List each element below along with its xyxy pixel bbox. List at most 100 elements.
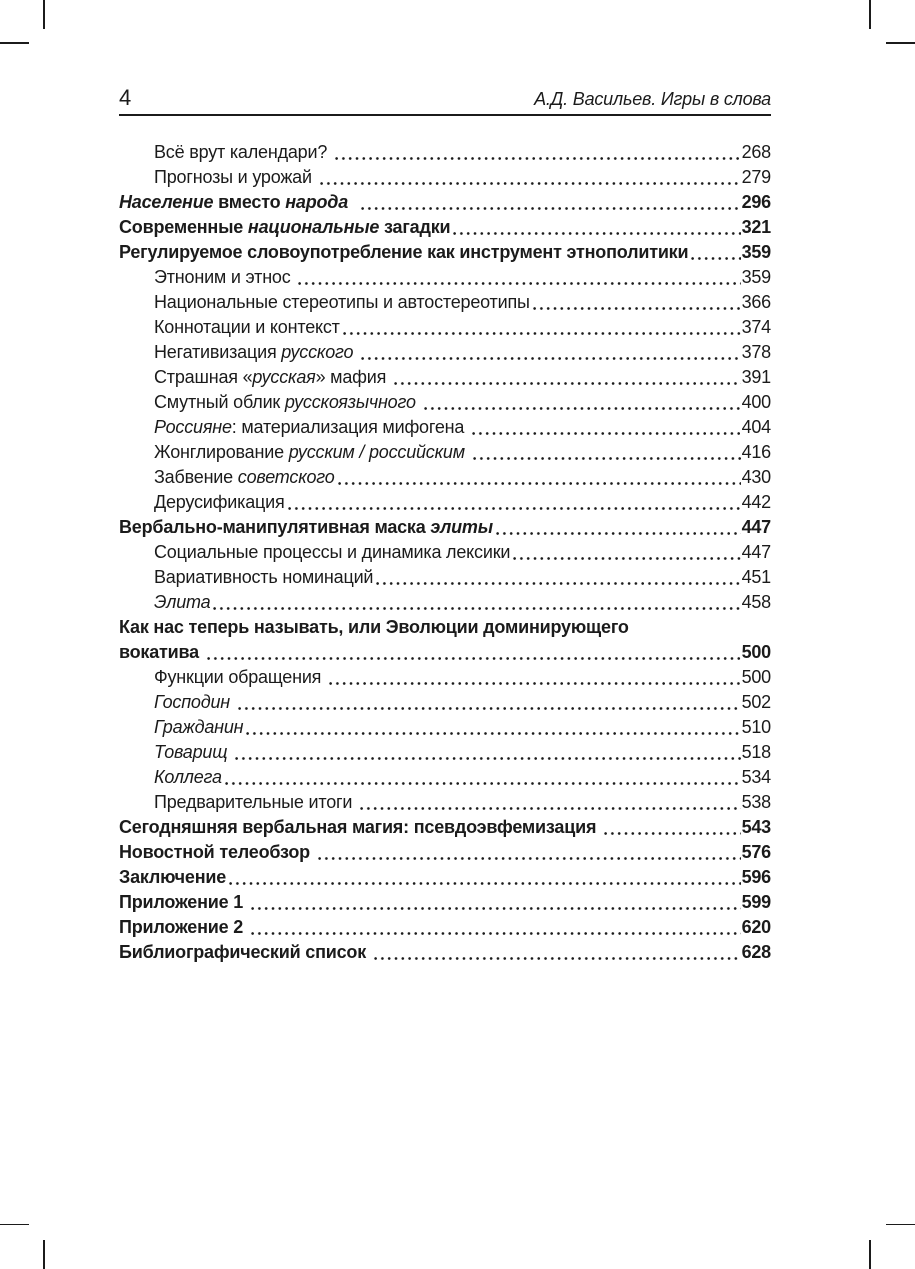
- toc-entry-page: 576: [741, 842, 772, 862]
- toc-entry-page: 599: [741, 892, 772, 912]
- toc-entry-title: вокатива: [119, 640, 204, 665]
- toc-entry: Как нас теперь называть, или Эволюции до…: [119, 615, 771, 640]
- toc-entry: Жонглирование русским / российским 416: [119, 440, 771, 465]
- toc-entry-page: 543: [741, 817, 772, 837]
- toc-entry-title: Смутный облик русскоязычного: [154, 390, 421, 415]
- toc-entry-title: Функции обращения: [154, 665, 326, 690]
- toc-entry: Население вместо народа 296: [119, 190, 771, 215]
- toc-entry-page: 447: [741, 517, 772, 537]
- toc-entry-page: 416: [741, 442, 772, 462]
- toc-entry-title: Этноним и этнос: [154, 265, 295, 290]
- toc-entry: Современные национальные загадки 321: [119, 215, 771, 240]
- toc-title-segment-italic: элиты: [430, 517, 493, 537]
- toc-entry-title: Сегодняшняя вербальная магия: псевдоэвфе…: [119, 815, 601, 840]
- toc-entry-page: 500: [741, 667, 772, 687]
- toc-title-segment: Этноним и этнос: [154, 267, 296, 287]
- toc-dot-leader: [224, 782, 741, 785]
- toc-dot-leader: [213, 607, 741, 610]
- toc-title-segment: » мафия: [315, 367, 391, 387]
- toc-entry-page: 268: [741, 142, 772, 162]
- toc-title-segment: Приложение 1: [119, 892, 248, 912]
- toc-entry-page: 447: [741, 542, 772, 562]
- toc-entry-page: 620: [741, 917, 772, 937]
- crop-mark-top-left-horizontal: [0, 42, 29, 44]
- toc-dot-leader: [532, 307, 741, 310]
- toc-title-segment: Как нас теперь называть, или Эволюции до…: [119, 617, 629, 637]
- toc-entry-page: 500: [741, 642, 772, 662]
- toc-dot-leader: [453, 232, 741, 235]
- toc-entry: Предварительные итоги 538: [119, 790, 771, 815]
- toc-dot-leader: [472, 432, 741, 435]
- toc-entry: Всё врут календари? 268: [119, 140, 771, 165]
- toc-entry-title: Коннотации и контекст: [154, 315, 340, 340]
- toc-entry-title: Приложение 1: [119, 890, 248, 915]
- toc-entry-title: Прогнозы и урожай: [154, 165, 317, 190]
- toc-dot-leader: [337, 482, 741, 485]
- toc-entry-page: 538: [741, 792, 772, 812]
- toc-title-segment-italic: русская: [252, 367, 316, 387]
- toc-entry-title: Вариативность номинаций: [154, 565, 373, 590]
- toc-title-segment: Коннотации и контекст: [154, 317, 340, 337]
- toc-title-segment: : материализация мифогена: [231, 417, 470, 437]
- toc-dot-leader: [423, 407, 741, 410]
- toc-entry: Негативизация русского 378: [119, 340, 771, 365]
- toc-title-segment: Негативизация: [154, 342, 282, 362]
- toc-dot-leader: [317, 857, 741, 860]
- toc-entry-page: 378: [741, 342, 772, 362]
- toc-entry: Социальные процессы и динамика лексики 44…: [119, 540, 771, 565]
- header-rule-bar: 4 А.Д. Васильев. Игры в слова: [119, 86, 771, 116]
- toc-entry-title: Новостной телеобзор: [119, 840, 315, 865]
- toc-entry: Забвение советского 430: [119, 465, 771, 490]
- toc-title-segment: Национальные стереотипы и автостереотипы: [154, 292, 530, 312]
- toc-entry-page: 451: [741, 567, 772, 587]
- crop-mark-top-right-vertical: [869, 0, 871, 29]
- toc-title-segment: Страшная «: [154, 367, 253, 387]
- toc-dot-leader: [604, 832, 741, 835]
- toc-title-segment: загадки: [379, 217, 451, 237]
- toc-title-segment: Забвение: [154, 467, 238, 487]
- toc-entry: Смутный облик русскоязычного 400: [119, 390, 771, 415]
- toc-title-segment-italic: народа: [285, 192, 349, 212]
- toc-title-segment-italic: Гражданин: [154, 717, 244, 737]
- toc-entry: Приложение 2 620: [119, 915, 771, 940]
- toc-title-segment-italic: русскоязычного: [284, 392, 416, 412]
- toc-entry: Россияне: материализация мифогена 404: [119, 415, 771, 440]
- toc-title-segment: Приложение 2: [119, 917, 248, 937]
- toc-entry-page: 296: [741, 192, 772, 212]
- toc-dot-leader: [342, 332, 741, 335]
- toc-title-segment-italic: Элита: [154, 592, 211, 612]
- toc-title-segment: Сегодняшняя вербальная магия: псевдоэвфе…: [119, 817, 602, 837]
- toc-entry: Национальные стереотипы и автостереотипы…: [119, 290, 771, 315]
- toc-entry-title: Жонглирование русским / российским: [154, 440, 470, 465]
- toc-title-segment: вместо: [213, 192, 286, 212]
- toc-dot-leader: [495, 532, 741, 535]
- toc-entry-page: 534: [741, 767, 772, 787]
- toc-list: Всё врут календари? 268 Прогнозы и урожай…: [119, 140, 771, 965]
- toc-entry-title: Национальные стереотипы и автостереотипы: [154, 290, 530, 315]
- crop-mark-bottom-right-vertical: [869, 1240, 871, 1269]
- toc-title-segment: Новостной телеобзор: [119, 842, 315, 862]
- toc-dot-leader: [513, 557, 741, 560]
- toc-title-segment: Функции обращения: [154, 667, 327, 687]
- toc-entry-title: Предварительные итоги: [154, 790, 357, 815]
- toc-dot-leader: [393, 382, 741, 385]
- toc-entry-page: 628: [741, 942, 772, 962]
- toc-dot-leader: [360, 207, 741, 210]
- toc-entry: Регулируемое словоупотребление как инстр…: [119, 240, 771, 265]
- toc-title-segment: Предварительные итоги: [154, 792, 358, 812]
- toc-entry-title: Приложение 2: [119, 915, 248, 940]
- toc-entry: Товарищ 518: [119, 740, 771, 765]
- toc-entry-title: Страшная «русская» мафия: [154, 365, 391, 390]
- toc-title-segment-italic: русского: [281, 342, 354, 362]
- toc-entry-title: Библиографический список: [119, 940, 371, 965]
- toc-entry: Коллега 534: [119, 765, 771, 790]
- toc-entry-title: Гражданин: [154, 715, 244, 740]
- page-number: 4: [119, 85, 132, 110]
- toc-entry-title: Регулируемое словоупотребление как инстр…: [119, 240, 689, 265]
- toc-entry-title: Товарищ: [154, 740, 232, 765]
- toc-dot-leader: [361, 357, 741, 360]
- toc-dot-leader: [246, 732, 741, 735]
- toc-title-segment: Дерусификация: [154, 492, 285, 512]
- toc-title-segment: [348, 192, 358, 212]
- toc-dot-leader: [334, 157, 741, 160]
